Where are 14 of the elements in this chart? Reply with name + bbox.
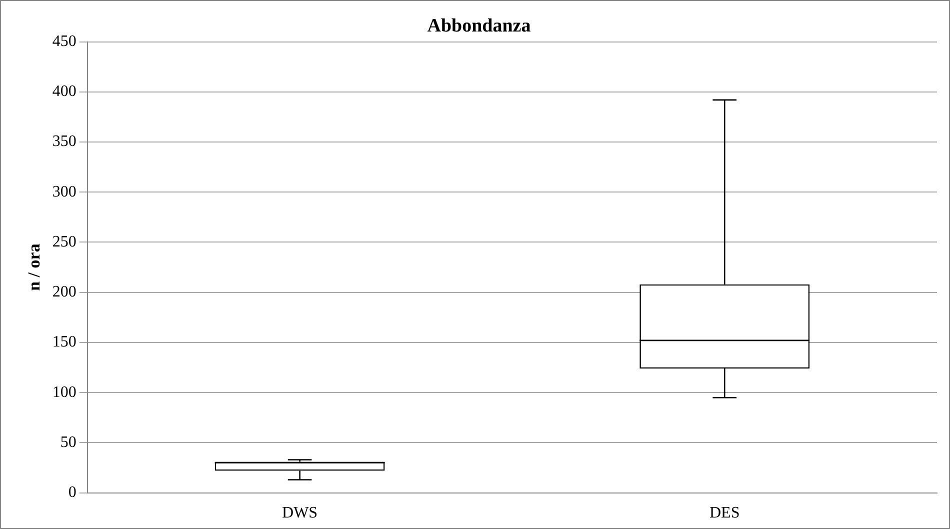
y-axis-title: n / ora — [24, 243, 44, 291]
y-tick-label: 450 — [52, 33, 76, 50]
y-tick-label: 350 — [52, 133, 76, 150]
x-tick-label: DWS — [282, 504, 318, 522]
x-tick-label: DES — [709, 504, 740, 522]
y-tick-label: 300 — [52, 183, 76, 200]
chart-title: Abbondanza — [427, 15, 532, 36]
y-tick-label: 200 — [52, 284, 76, 301]
y-tick-label: 250 — [52, 233, 76, 250]
y-tick-label: 400 — [52, 83, 76, 100]
y-tick-label: 0 — [68, 484, 76, 502]
y-tick-label: 50 — [60, 434, 76, 451]
y-tick-label: 100 — [52, 384, 76, 401]
y-tick-label: 150 — [52, 334, 76, 351]
